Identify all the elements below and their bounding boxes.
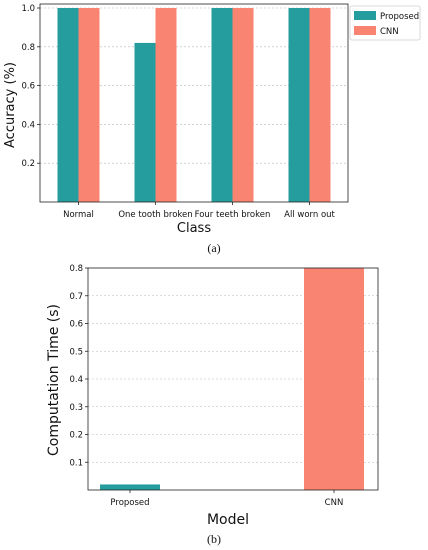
accuracy-chart: 0.2 0.4 0.6 0.8 1.0 Normal One tooth broken Fo… [3, 3, 421, 255]
accuracy-plot-frame [39, 3, 349, 203]
legend-label-cnn: CNN [380, 27, 399, 37]
bar-cnn-normal [78, 8, 100, 202]
bar-cnn [304, 268, 364, 490]
y-tick-label: 0.6 [69, 320, 83, 330]
time-x-ticks: Proposed CNN [110, 490, 343, 508]
caption-b: (b) [207, 532, 221, 546]
y-tick-label: 0.4 [21, 120, 35, 130]
legend-swatch-cnn [354, 26, 376, 35]
accuracy-legend: Proposed CNN [349, 5, 421, 41]
accuracy-y-axis-title: Accuracy (%) [3, 62, 18, 148]
y-tick-label: 0.8 [21, 43, 35, 53]
x-tick-label-proposed: Proposed [110, 498, 149, 508]
x-tick-label-normal: Normal [63, 210, 94, 220]
bar-proposed-all-worn-out [288, 8, 310, 202]
x-tick-label-one-tooth-broken: One tooth broken [118, 210, 192, 220]
y-tick-label: 0.4 [69, 375, 83, 385]
bar-proposed [100, 484, 160, 490]
y-tick-label: 0.1 [69, 458, 83, 468]
y-tick-label: 0.2 [69, 431, 83, 441]
y-tick-label: 0.5 [69, 347, 83, 357]
time-y-ticks: 0.1 0.2 0.3 0.4 0.5 0.6 0.7 0.8 [69, 264, 88, 468]
time-x-axis-title: Model [207, 512, 249, 528]
y-tick-label: 1.0 [21, 4, 35, 14]
y-tick-label: 0.2 [21, 159, 35, 169]
x-tick-label-four-teeth-broken: Four teeth broken [195, 210, 271, 220]
accuracy-x-axis-title: Class [177, 221, 211, 236]
bar-cnn-all-worn-out [309, 8, 331, 202]
bar-cnn-one-tooth-broken [155, 8, 177, 202]
y-tick-label: 0.8 [69, 264, 83, 274]
x-tick-label-cnn: CNN [325, 498, 344, 508]
computation-time-chart: 0.1 0.2 0.3 0.4 0.5 0.6 0.7 0.8 Proposed CNN Com… [46, 264, 379, 546]
accuracy-x-ticks: Normal One tooth broken Four teeth broken A… [63, 202, 336, 220]
time-y-axis-title: Computation Time (s) [46, 304, 62, 456]
y-tick-label: 0.7 [69, 292, 83, 302]
bar-proposed-four-teeth-broken [211, 8, 233, 202]
y-tick-label: 0.3 [69, 403, 83, 413]
bar-cnn-four-teeth-broken [232, 8, 254, 202]
x-tick-label-all-worn-out: All worn out [284, 210, 335, 220]
legend-swatch-proposed [354, 11, 376, 20]
y-tick-label: 0.6 [21, 82, 35, 92]
caption-a: (a) [207, 241, 220, 255]
legend-label-proposed: Proposed [380, 12, 419, 22]
bar-proposed-normal [57, 8, 79, 202]
time-bars [100, 268, 364, 490]
accuracy-y-ticks: 0.2 0.4 0.6 0.8 1.0 [21, 4, 40, 169]
accuracy-bars [57, 8, 331, 202]
bar-proposed-one-tooth-broken [134, 42, 156, 202]
